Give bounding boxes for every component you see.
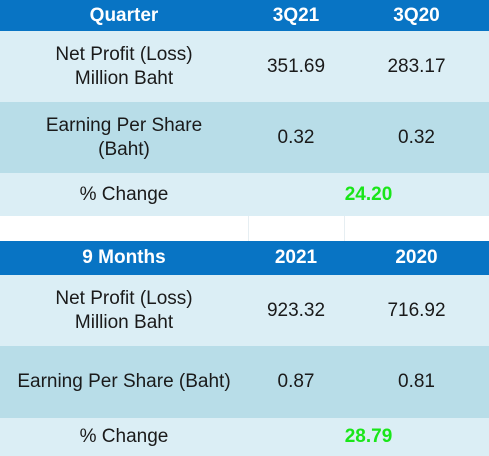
eps-current: 0.87 — [248, 346, 344, 418]
quarter-eps-row: Earning Per Share (Baht) 0.32 0.32 — [0, 102, 489, 173]
nine-month-header-row: 9 Months 2021 2020 — [0, 241, 489, 275]
change-value: 24.20 — [344, 183, 393, 205]
nine-month-net-profit-row: Net Profit (Loss) Million Baht 923.32 71… — [0, 275, 489, 346]
header-previous: 3Q20 — [344, 0, 489, 31]
net-profit-label-line1: Net Profit (Loss) — [55, 287, 193, 309]
nine-month-eps-row: Earning Per Share (Baht) 0.87 0.81 — [0, 346, 489, 418]
net-profit-label-line1: Net Profit (Loss) — [55, 43, 193, 65]
nine-month-change-row: % Change 28.79 — [0, 418, 489, 456]
gap-divider — [344, 216, 345, 241]
net-profit-current: 923.32 — [248, 275, 344, 346]
net-profit-previous: 283.17 — [344, 31, 489, 102]
net-profit-label-line2: Million Baht — [74, 311, 174, 333]
gap-divider — [248, 216, 249, 241]
eps-label: Earning Per Share (Baht) — [0, 346, 248, 418]
net-profit-previous: 716.92 — [344, 275, 489, 346]
quarter-table: Quarter 3Q21 3Q20 Net Profit (Loss) Mill… — [0, 0, 489, 241]
quarter-net-profit-row: Net Profit (Loss) Million Baht 351.69 28… — [0, 31, 489, 102]
net-profit-label-line2: Million Baht — [74, 67, 174, 89]
eps-previous: 0.81 — [344, 346, 489, 418]
header-period: 9 Months — [0, 241, 248, 275]
net-profit-current: 351.69 — [248, 31, 344, 102]
header-period: Quarter — [0, 0, 248, 31]
eps-current: 0.32 — [248, 102, 344, 173]
net-profit-label: Net Profit (Loss) Million Baht — [0, 275, 248, 346]
eps-previous: 0.32 — [344, 102, 489, 173]
header-current: 2021 — [248, 241, 344, 275]
change-value: 28.79 — [344, 426, 393, 447]
net-profit-label: Net Profit (Loss) Million Baht — [0, 31, 248, 102]
eps-label-line2: (Baht) — [98, 138, 150, 160]
eps-label: Earning Per Share (Baht) — [0, 102, 248, 173]
table-gap — [0, 216, 489, 241]
header-current: 3Q21 — [248, 0, 344, 31]
eps-label-line1: Earning Per Share — [45, 114, 203, 136]
nine-month-table: 9 Months 2021 2020 Net Profit (Loss) Mil… — [0, 241, 489, 456]
header-previous: 2020 — [344, 241, 489, 275]
quarter-header-row: Quarter 3Q21 3Q20 — [0, 0, 489, 31]
change-label: % Change — [79, 426, 169, 447]
quarter-change-row: % Change 24.20 — [0, 173, 489, 216]
change-label: % Change — [79, 183, 169, 205]
